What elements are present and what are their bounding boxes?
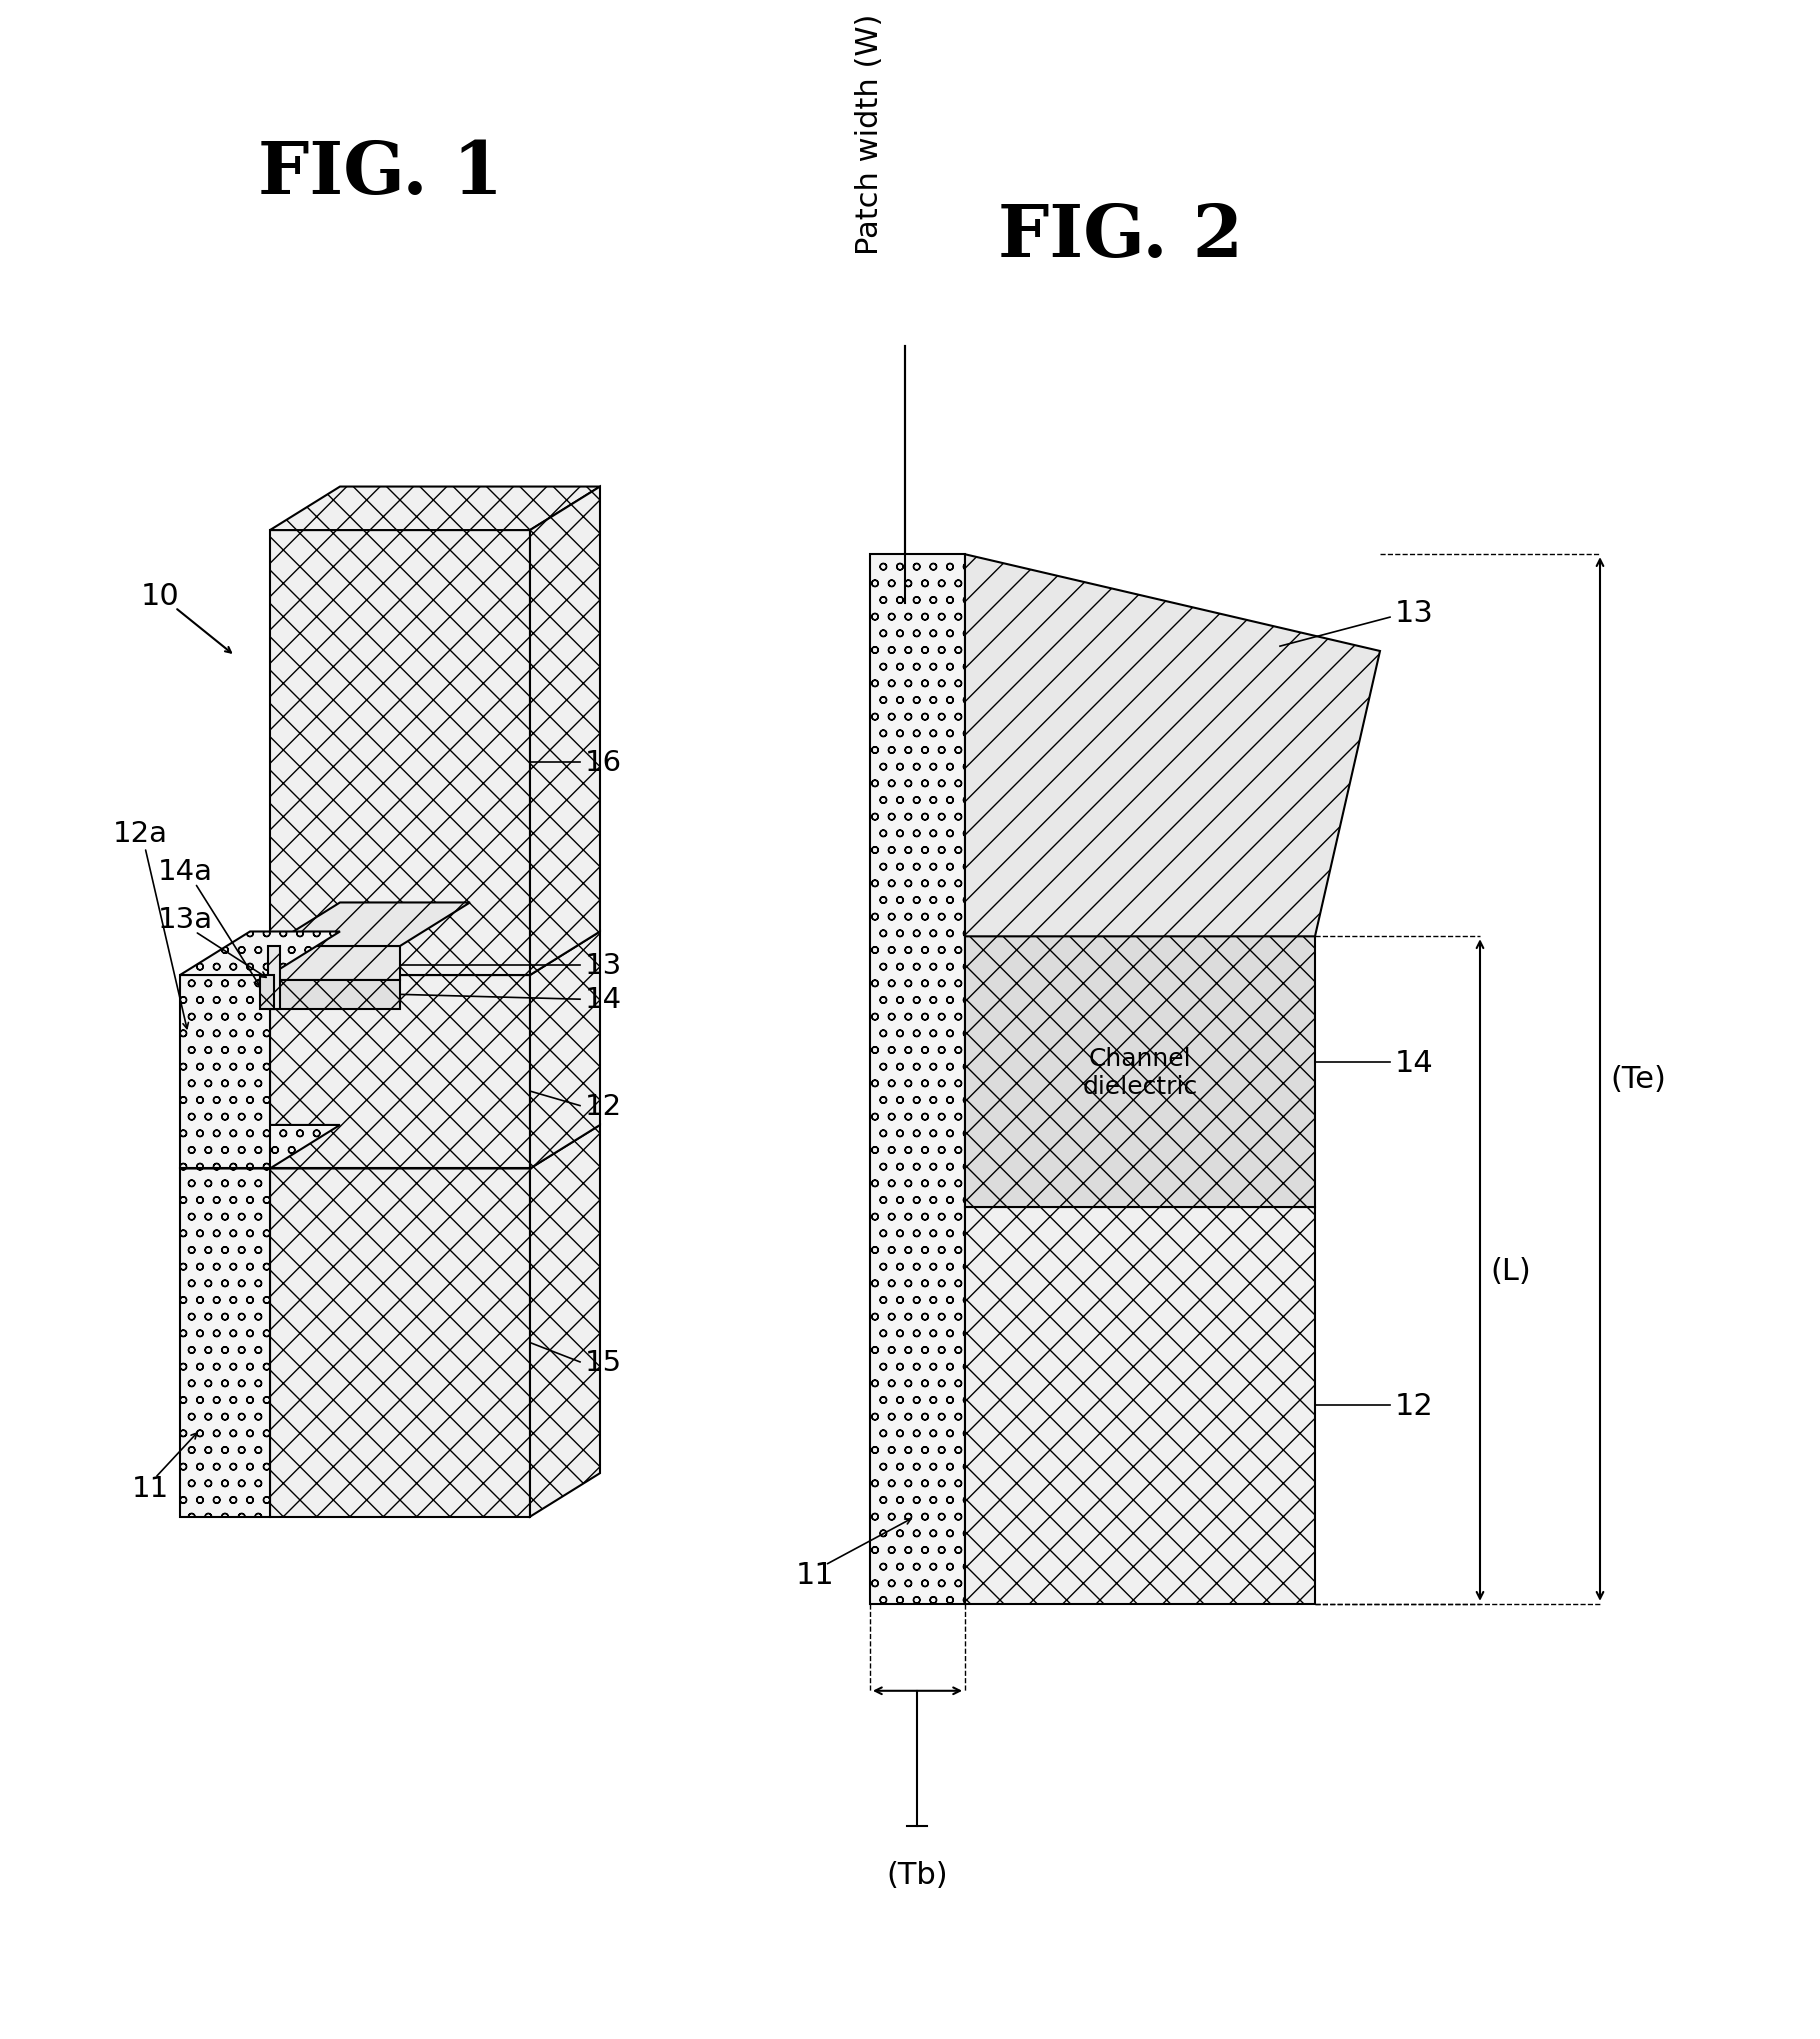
- Polygon shape: [269, 903, 470, 946]
- Text: 15: 15: [584, 1348, 622, 1376]
- Text: (L): (L): [1491, 1256, 1531, 1285]
- Polygon shape: [965, 555, 1380, 936]
- Text: 12: 12: [584, 1093, 622, 1119]
- Polygon shape: [269, 932, 601, 975]
- Text: 11: 11: [795, 1560, 834, 1590]
- Text: 14: 14: [584, 985, 622, 1013]
- Text: (Te): (Te): [1611, 1064, 1665, 1093]
- Polygon shape: [180, 1126, 340, 1168]
- Text: 11: 11: [131, 1474, 169, 1503]
- Text: 13: 13: [584, 952, 622, 981]
- Text: 13: 13: [1394, 599, 1434, 628]
- Text: 10: 10: [140, 581, 180, 612]
- Text: (Tb): (Tb): [886, 1860, 948, 1890]
- Bar: [180, 1168, 269, 1517]
- Polygon shape: [269, 487, 601, 530]
- Bar: [260, 975, 275, 1009]
- Bar: [269, 946, 400, 981]
- Bar: [269, 981, 400, 1009]
- Polygon shape: [530, 487, 601, 975]
- Text: 13a: 13a: [158, 905, 213, 934]
- Bar: [965, 936, 1316, 1207]
- Bar: [269, 530, 530, 975]
- Text: 12: 12: [1394, 1391, 1434, 1421]
- Text: Channel
dielectric: Channel dielectric: [1083, 1046, 1198, 1099]
- Polygon shape: [530, 1126, 601, 1517]
- Bar: [965, 1207, 1316, 1605]
- Polygon shape: [530, 932, 601, 1168]
- Text: Patch width (W): Patch width (W): [855, 14, 885, 255]
- Text: 14a: 14a: [158, 856, 213, 885]
- Bar: [269, 975, 530, 1168]
- Bar: [180, 975, 269, 1168]
- Text: 12a: 12a: [113, 820, 167, 848]
- Text: 16: 16: [584, 748, 622, 777]
- Text: 14: 14: [1394, 1048, 1434, 1077]
- Polygon shape: [269, 1126, 601, 1168]
- Bar: [268, 946, 280, 1009]
- Bar: [269, 1168, 530, 1517]
- Bar: [870, 555, 965, 1605]
- Text: FIG. 2: FIG. 2: [997, 200, 1243, 271]
- Text: FIG. 1: FIG. 1: [257, 137, 502, 208]
- Polygon shape: [180, 932, 340, 975]
